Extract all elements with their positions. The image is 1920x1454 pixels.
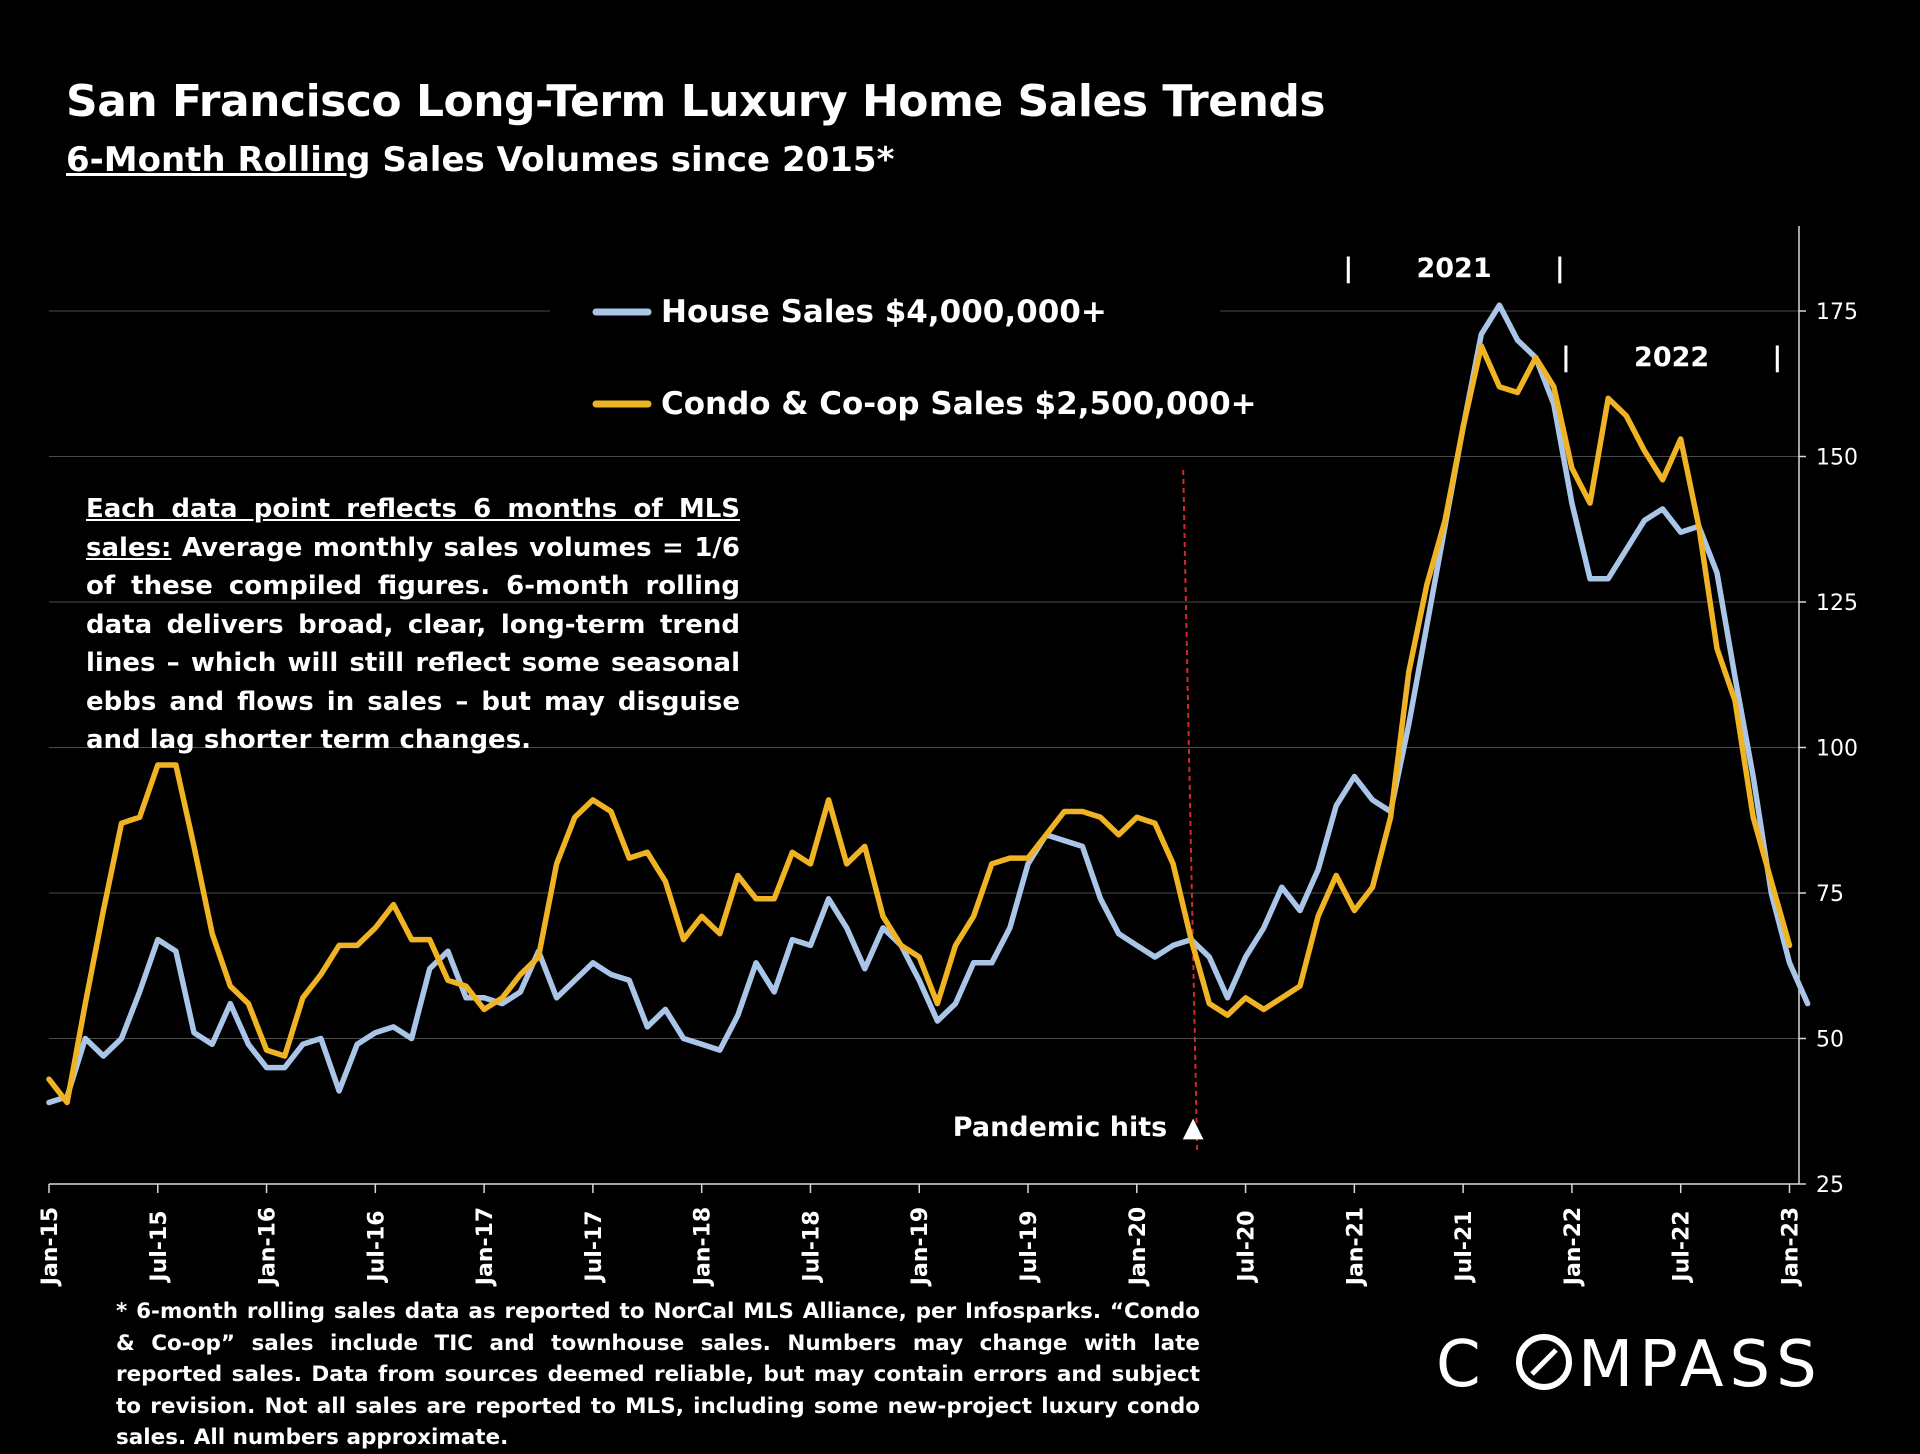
x-tick-label: Jul-20 xyxy=(1235,1210,1260,1283)
x-tick-label: Jul-15 xyxy=(147,1210,172,1283)
x-tick-label: Jan-22 xyxy=(1561,1207,1586,1287)
year-bracket-left: | xyxy=(1561,342,1571,373)
x-tick-label: Jan-23 xyxy=(1778,1207,1803,1287)
legend: House Sales $4,000,000+ Condo & Co-op Sa… xyxy=(550,282,1257,422)
year-label: 2021 xyxy=(1416,253,1491,284)
x-axis: Jan-15 Jul-15 Jan-16 Jul-16 Jan-17 Jul-17 Jan-… xyxy=(38,1183,1803,1287)
pandemic-label: Pandemic hits xyxy=(953,1112,1167,1143)
x-tick-label: Jul-19 xyxy=(1017,1210,1042,1283)
pandemic-arrow-icon: ▲ xyxy=(1183,1112,1204,1143)
note-body: Average monthly sales volumes = 1/6 of t… xyxy=(86,532,740,756)
x-tick-label: Jan-16 xyxy=(256,1207,281,1287)
legend-label-house: House Sales $4,000,000+ xyxy=(661,294,1107,330)
x-tick-label: Jan-21 xyxy=(1343,1207,1368,1287)
year-bracket-right: | xyxy=(1772,342,1782,373)
page-title: San Francisco Long-Term Luxury Home Sale… xyxy=(66,76,1326,127)
x-tick-label: Jan-15 xyxy=(38,1207,63,1287)
note-heading: Each data point reflects 6 months of MLS… xyxy=(86,494,740,563)
x-tick-label: Jan-19 xyxy=(908,1207,933,1287)
logo-text: C xyxy=(1436,1328,1487,1396)
x-tick-label: Jul-21 xyxy=(1452,1210,1477,1283)
x-tick-label: Jan-17 xyxy=(473,1207,498,1287)
series-lines xyxy=(46,302,1811,1106)
compass-logo: C MPASS xyxy=(1436,1328,1823,1396)
pandemic-marker-line xyxy=(1182,469,1199,1153)
y-tick-label: 150 xyxy=(1816,446,1858,471)
x-tick-label: Jul-18 xyxy=(799,1210,824,1283)
year-bracket-left: | xyxy=(1343,253,1353,284)
x-tick-label: Jul-16 xyxy=(364,1210,389,1283)
legend-label-condo: Condo & Co-op Sales $2,500,000+ xyxy=(661,386,1257,422)
y-tick-label: 125 xyxy=(1816,591,1858,616)
house-sales-line xyxy=(46,302,1811,1106)
year-label: 2022 xyxy=(1634,342,1709,373)
subtitle-underlined: 6-Month Rolling xyxy=(66,140,371,180)
x-tick-label: Jul-22 xyxy=(1670,1210,1695,1283)
y-tick-label: 75 xyxy=(1816,882,1844,907)
year-bracket-right: | xyxy=(1555,253,1565,284)
y-tick-label: 25 xyxy=(1816,1173,1844,1198)
logo-o-icon xyxy=(1516,1334,1572,1390)
gridlines xyxy=(49,310,1799,1039)
subtitle-rest: Sales Volumes since 2015* xyxy=(370,140,895,180)
condo-sales-line xyxy=(46,343,1793,1106)
y-tick-label: 175 xyxy=(1816,300,1858,325)
legend-background xyxy=(550,282,1220,422)
methodology-note: Each data point reflects 6 months of MLS… xyxy=(86,490,740,760)
logo-text-rest: MPASS xyxy=(1578,1328,1823,1396)
x-tick-label: Jan-18 xyxy=(691,1207,716,1287)
y-tick-label: 50 xyxy=(1816,1028,1844,1053)
x-tick-label: Jan-20 xyxy=(1126,1207,1151,1287)
annotations: Pandemic hits ▲ | | 2021 | | 2022 xyxy=(953,253,1782,1153)
page-subtitle: 6-Month Rolling Sales Volumes since 2015… xyxy=(66,140,894,180)
y-axis: 25 50 75 100 125 150 175 xyxy=(1798,226,1858,1198)
x-tick-label: Jul-17 xyxy=(582,1210,607,1283)
footnote: * 6-month rolling sales data as reported… xyxy=(116,1299,1200,1450)
y-tick-label: 100 xyxy=(1816,737,1858,762)
